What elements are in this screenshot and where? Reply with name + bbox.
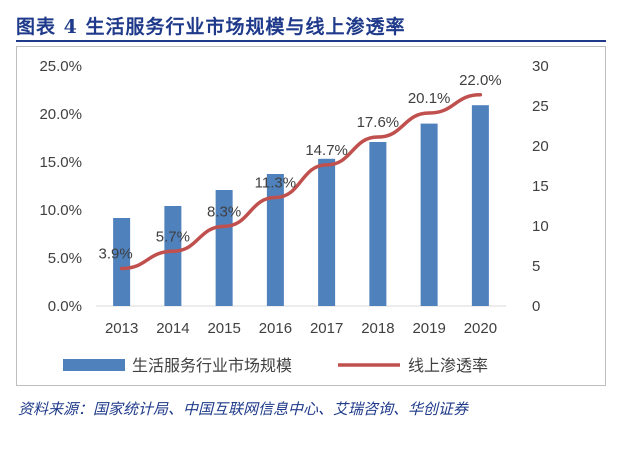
y-left-tick-label: 25.0% [39, 58, 82, 75]
y-right-tick-label: 5 [532, 258, 540, 275]
legend-bar-label: 生活服务行业市场规模 [132, 357, 292, 375]
bar-market-size [215, 190, 233, 306]
data-label: 17.6% [357, 114, 400, 131]
y-left-tick-label: 20.0% [39, 106, 82, 123]
y-right-tick-label: 25 [532, 98, 549, 115]
y-right-tick-label: 0 [532, 298, 540, 315]
bar-market-size [318, 158, 336, 306]
combo-chart: 0.0% 5.0% 10.0% 15.0% 20.0% 25.0% 0 5 10 15 20 25 30… [39, 58, 549, 375]
line-penetration-rate [119, 93, 483, 271]
x-tick-label: 2019 [412, 320, 445, 337]
legend-bar-swatch [63, 359, 125, 371]
y-right-tick-label: 10 [532, 218, 549, 235]
bar-market-size [420, 123, 438, 306]
chart-frame [16, 46, 606, 386]
x-tick-label: 2013 [105, 320, 138, 337]
bar-market-size [266, 174, 284, 306]
bar-market-size [113, 218, 131, 306]
data-label: 14.7% [305, 142, 348, 159]
data-label: 3.9% [99, 246, 133, 263]
y-left-tick-label: 15.0% [39, 154, 82, 171]
figure-title: 图表 4 生活服务行业市场规模与线上渗透率 [16, 16, 406, 38]
bar-market-size [369, 142, 387, 306]
y-left-tick-label: 10.0% [39, 202, 82, 219]
x-tick-label: 2015 [207, 320, 240, 337]
data-label: 11.3% [255, 175, 296, 192]
bar-market-size [164, 206, 182, 306]
data-label: 8.3% [207, 203, 241, 220]
bar-market-size [471, 105, 489, 306]
title-bar: 图表 4 生活服务行业市场规模与线上渗透率 [16, 6, 606, 42]
legend-line-label: 线上渗透率 [408, 357, 488, 375]
y-left-tick-label: 5.0% [48, 250, 82, 267]
source-note: 资料来源：国家统计局、中国互联网信息中心、艾瑞咨询、华创证券 [18, 400, 469, 418]
data-label: 20.1% [408, 90, 451, 107]
data-label: 22.0% [459, 72, 502, 89]
y-right-tick-label: 15 [532, 178, 549, 195]
data-label: 5.7% [156, 228, 190, 245]
x-tick-label: 2020 [464, 320, 497, 337]
x-tick-label: 2018 [361, 320, 394, 337]
y-right-tick-label: 20 [532, 138, 549, 155]
x-tick-label: 2016 [259, 320, 292, 337]
x-tick-label: 2014 [156, 320, 189, 337]
x-tick-label: 2017 [310, 320, 343, 337]
y-left-tick-label: 0.0% [48, 298, 82, 315]
y-right-tick-label: 30 [532, 58, 549, 75]
